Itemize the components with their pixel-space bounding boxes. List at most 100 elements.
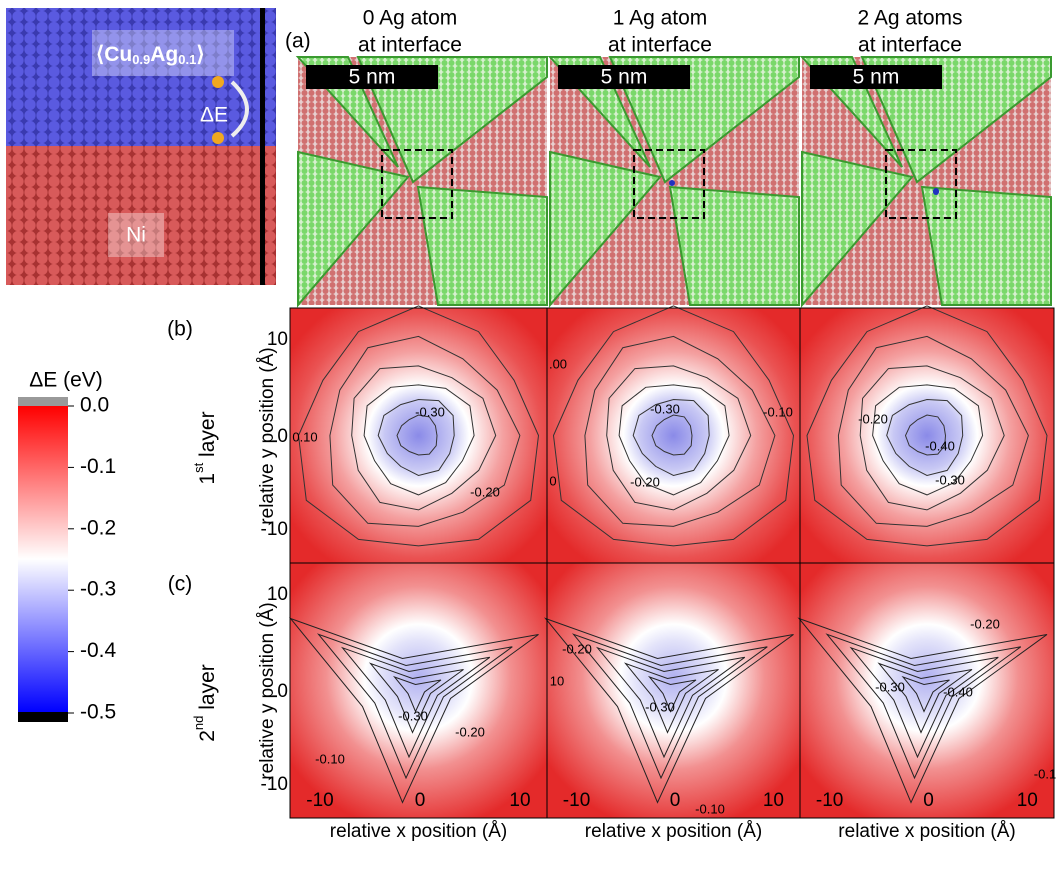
contour-label: -0.20 <box>630 474 660 489</box>
colorbar-title: ΔE (eV) <box>29 369 103 392</box>
layer-text: layer <box>196 411 219 462</box>
layer-text: 2 <box>196 730 219 742</box>
layer-text: layer <box>196 664 219 715</box>
scale-bar-label: 5 nm <box>601 66 648 89</box>
column-heading: 1 Ag atom <box>613 7 708 30</box>
contour-line <box>571 633 768 780</box>
scale-bar <box>810 65 942 89</box>
contour-label: -0.30 <box>935 472 965 487</box>
panel-label: (a) <box>285 30 311 53</box>
contour-label: -0.20 <box>562 641 592 656</box>
zoom-box <box>633 149 705 219</box>
contour-fill <box>800 563 1054 818</box>
composition-label: ⟨Cu0.9Ag0.1⟩ <box>96 43 205 68</box>
contour-line <box>351 365 497 511</box>
contour-line <box>901 675 950 713</box>
column-heading: at interface <box>858 34 962 57</box>
contour-label: -0.30 <box>650 401 680 416</box>
contour-label: -0.40 <box>925 438 955 453</box>
contour-fill <box>290 308 547 563</box>
scale-bar-label: 5 nm <box>349 66 396 89</box>
layer-text: 1 <box>196 473 219 485</box>
grain <box>297 150 410 308</box>
simulation-inset: ⟨Cu0.9Ag0.1⟩ ΔE Ni <box>6 8 276 285</box>
contour-line <box>647 675 697 713</box>
y-tick-label: 0 <box>277 426 288 447</box>
grain <box>920 185 1052 306</box>
contour-line <box>595 646 746 759</box>
x-tick-label: 0 <box>670 790 681 811</box>
contour-label: -0.20 <box>455 724 485 739</box>
x-tick-label: 10 <box>1017 790 1038 811</box>
x-tick-label: -10 <box>816 790 843 811</box>
contour-label: -0.1 <box>1034 766 1056 781</box>
x-tick-label: 0 <box>923 790 934 811</box>
contour-label: 0.10 <box>292 429 317 444</box>
x-tick-label: -10 <box>563 790 590 811</box>
contour-label: -0.10 <box>763 404 793 419</box>
contour-line <box>632 398 710 477</box>
panel-frame <box>799 562 1055 819</box>
colorbar-tick-label: -0.2 <box>80 516 116 539</box>
contour-map <box>289 305 548 564</box>
layer-label: 2nd layer <box>191 664 218 742</box>
x-tick-label: 0 <box>415 790 426 811</box>
colorbar <box>18 406 68 712</box>
y-tick-label: 10 <box>267 584 288 605</box>
ag-atom <box>669 180 675 186</box>
contour-line <box>877 662 973 734</box>
contour-line <box>859 365 1005 511</box>
layer-text: nd <box>191 716 206 730</box>
row-label: (b) <box>167 318 193 341</box>
x-axis-label: relative x position (Å) <box>330 821 507 842</box>
colorbar-tick-label: 0.0 <box>80 394 109 417</box>
grain <box>416 185 548 306</box>
layer-text: st <box>191 462 206 473</box>
colorbar-tick-label: -0.1 <box>80 455 116 478</box>
contour-line <box>392 675 442 713</box>
contour-map <box>543 562 801 819</box>
contour-map <box>546 305 801 564</box>
column-heading: 0 Ag atom <box>363 7 458 30</box>
grain <box>549 150 662 308</box>
x-tick-label: -10 <box>306 790 333 811</box>
contour-line <box>297 305 540 547</box>
colorbar-tick-label: -0.3 <box>80 578 116 601</box>
ag-atom <box>933 189 939 195</box>
contour-line <box>904 414 947 456</box>
column-heading: at interface <box>608 34 712 57</box>
contour-line <box>797 617 1048 804</box>
y-axis-label: relative y position (Å) <box>257 347 278 524</box>
contour-label: -0.10 <box>695 801 725 816</box>
contour-label: -0.30 <box>645 699 675 714</box>
grain <box>668 185 800 306</box>
contour-line <box>316 633 513 780</box>
colorbar-tick-label: -0.5 <box>80 701 116 724</box>
contour-line <box>872 384 984 496</box>
contour-label: -0.20 <box>858 411 888 426</box>
column-heading: 2 Ag atoms <box>857 7 962 30</box>
contour-line <box>618 384 730 496</box>
contour-line <box>584 335 776 527</box>
contour-line <box>288 617 539 804</box>
scale-bar <box>558 65 690 89</box>
contour-label: .00 <box>549 356 567 371</box>
contour-line <box>368 662 464 734</box>
energy-label: ΔE <box>200 104 228 127</box>
layer-label: 1st layer <box>191 411 218 484</box>
substrate-label: Ni <box>126 224 146 247</box>
contour-line <box>837 335 1029 527</box>
contour-line <box>552 305 795 547</box>
y-tick-label: -10 <box>261 519 288 540</box>
contour-line <box>606 365 752 511</box>
contour-line <box>825 633 1022 780</box>
x-tick-label: 10 <box>763 790 784 811</box>
contour-map <box>799 305 1055 564</box>
row-label: (c) <box>168 573 193 596</box>
contour-label: -0.20 <box>470 484 500 499</box>
grain <box>801 150 914 308</box>
contour-fill <box>547 308 800 563</box>
colorbar-tick-label: -0.4 <box>80 639 117 662</box>
x-axis-label: relative x position (Å) <box>838 821 1015 842</box>
